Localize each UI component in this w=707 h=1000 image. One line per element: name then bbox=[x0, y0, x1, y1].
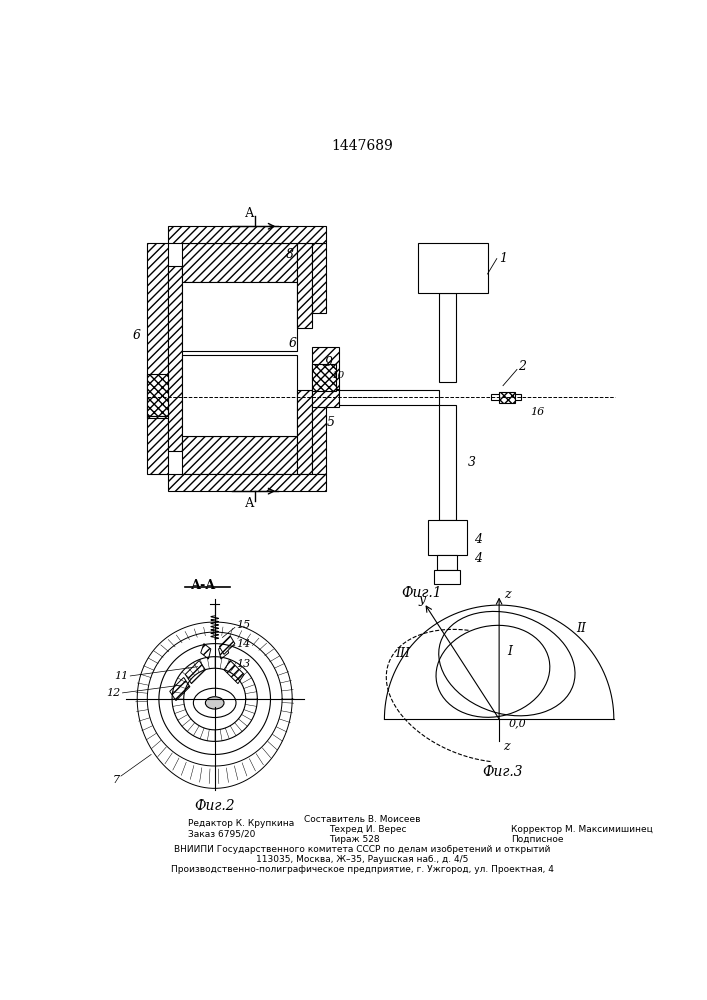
Bar bbox=[146, 243, 168, 474]
Text: Корректор М. Максимишинец: Корректор М. Максимишинец bbox=[510, 825, 653, 834]
Text: 113035, Москва, Ж–35, Раушская наб., д. 4/5: 113035, Москва, Ж–35, Раушская наб., д. … bbox=[256, 855, 468, 864]
Bar bbox=[182, 243, 297, 282]
Text: II: II bbox=[577, 622, 587, 635]
Bar bbox=[312, 347, 339, 389]
Text: у: у bbox=[418, 593, 425, 606]
Bar bbox=[418, 243, 488, 293]
Bar bbox=[182, 282, 297, 351]
Text: Фиг.3: Фиг.3 bbox=[483, 765, 523, 779]
Text: Составитель В. Моисеев: Составитель В. Моисеев bbox=[304, 815, 420, 824]
Bar bbox=[168, 266, 182, 451]
Polygon shape bbox=[185, 661, 206, 684]
Text: z: z bbox=[505, 588, 511, 601]
Bar bbox=[437, 555, 457, 570]
Bar bbox=[312, 389, 339, 391]
Text: Производственно-полиграфическое предприятие, г. Ужгород, ул. Проектная, 4: Производственно-полиграфическое предприя… bbox=[170, 865, 554, 874]
Bar bbox=[312, 364, 336, 391]
Bar bbox=[168, 226, 327, 243]
Text: 13: 13 bbox=[236, 659, 251, 669]
Text: 1: 1 bbox=[499, 252, 507, 265]
Text: А: А bbox=[245, 497, 255, 510]
Text: 15: 15 bbox=[236, 620, 251, 630]
Text: Техред И. Верес: Техред И. Верес bbox=[329, 825, 406, 834]
Ellipse shape bbox=[206, 697, 224, 709]
Text: Тираж 528: Тираж 528 bbox=[329, 835, 379, 844]
Text: Фиг.2: Фиг.2 bbox=[194, 799, 235, 813]
Text: 9: 9 bbox=[325, 356, 333, 369]
Text: z: z bbox=[503, 740, 510, 753]
Text: Фиг.1: Фиг.1 bbox=[402, 586, 442, 600]
Text: 6: 6 bbox=[288, 337, 296, 350]
Ellipse shape bbox=[194, 688, 236, 718]
Text: 4: 4 bbox=[474, 552, 482, 565]
Polygon shape bbox=[224, 661, 244, 684]
Text: 2: 2 bbox=[518, 360, 527, 373]
Text: 10: 10 bbox=[331, 371, 344, 380]
Text: А: А bbox=[245, 207, 255, 220]
Text: 3: 3 bbox=[468, 456, 476, 469]
Polygon shape bbox=[170, 677, 190, 701]
Bar bbox=[146, 416, 168, 418]
Text: I: I bbox=[507, 645, 512, 658]
Bar bbox=[499, 392, 515, 403]
Text: 14: 14 bbox=[236, 639, 251, 649]
Text: 11: 11 bbox=[115, 671, 129, 681]
Bar bbox=[146, 374, 168, 416]
Text: 12: 12 bbox=[107, 688, 121, 698]
Bar bbox=[438, 405, 456, 520]
Text: А-А: А-А bbox=[190, 579, 216, 592]
Text: 6: 6 bbox=[133, 329, 141, 342]
Text: Заказ 6795/20: Заказ 6795/20 bbox=[187, 829, 255, 838]
Bar bbox=[312, 390, 339, 407]
Text: 1447689: 1447689 bbox=[331, 139, 393, 153]
Text: 8: 8 bbox=[286, 248, 294, 261]
Polygon shape bbox=[218, 644, 228, 659]
Bar bbox=[182, 436, 297, 474]
Polygon shape bbox=[219, 636, 235, 654]
Text: 7: 7 bbox=[112, 775, 119, 785]
Bar bbox=[168, 474, 327, 491]
Bar bbox=[491, 394, 499, 400]
Text: Редактор К. Крупкина: Редактор К. Крупкина bbox=[187, 819, 294, 828]
Text: Подписное: Подписное bbox=[510, 835, 563, 844]
Text: 4: 4 bbox=[474, 533, 482, 546]
Bar bbox=[312, 243, 327, 312]
Bar bbox=[438, 293, 456, 382]
Bar bbox=[312, 405, 327, 474]
Bar bbox=[434, 570, 460, 584]
Bar bbox=[182, 355, 297, 436]
Bar bbox=[297, 243, 312, 328]
Bar bbox=[339, 389, 438, 405]
Text: 0,0: 0,0 bbox=[508, 718, 526, 728]
Bar bbox=[428, 520, 467, 555]
Text: 16: 16 bbox=[530, 407, 544, 417]
Polygon shape bbox=[201, 644, 211, 659]
Bar bbox=[515, 394, 521, 400]
Bar bbox=[297, 389, 312, 474]
Text: ВНИИПИ Государственного комитета СССР по делам изобретений и открытий: ВНИИПИ Государственного комитета СССР по… bbox=[174, 845, 550, 854]
Text: 5: 5 bbox=[327, 416, 335, 429]
Text: III: III bbox=[395, 647, 410, 660]
